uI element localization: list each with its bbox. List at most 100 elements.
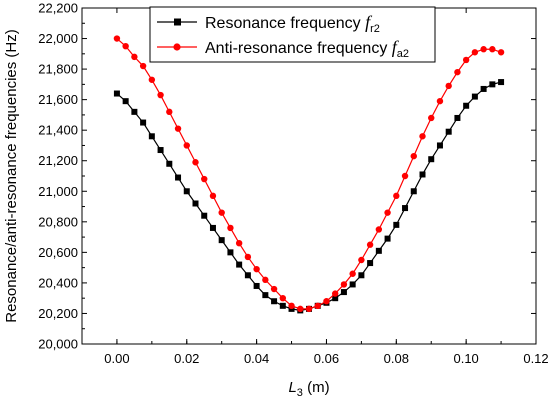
series-2-point (366, 241, 374, 248)
series-2-point (122, 42, 129, 50)
x-tick-label: 0.00 (104, 351, 129, 366)
legend-box (149, 6, 436, 63)
series-2-point (139, 62, 147, 70)
series-1-point (454, 114, 461, 121)
x-tick-label: 0.06 (314, 351, 339, 366)
series-1-point (227, 249, 234, 256)
series-2-point (262, 276, 269, 284)
series-2-point (113, 35, 121, 42)
series-1-point (183, 188, 190, 195)
series-2-point (305, 305, 313, 313)
legend-label-symbol: f (365, 12, 373, 32)
series-1-point (393, 221, 400, 228)
x-axis-label-var: L (288, 379, 296, 396)
series-1-point (489, 81, 496, 88)
series-1-point (428, 156, 435, 163)
series-1-point (113, 90, 120, 97)
series-2-point (166, 108, 173, 116)
series-2-point (445, 82, 452, 90)
series-line-1 (116, 81, 502, 312)
series-2-point (297, 305, 304, 313)
y-tick-label: 21,400 (38, 123, 78, 138)
series-1-point (192, 200, 199, 207)
series-1-point (279, 302, 286, 309)
series-1-point (253, 282, 260, 289)
y-tick-label: 20,200 (38, 306, 78, 321)
series-2-point (462, 56, 470, 64)
series-2-point (314, 302, 321, 310)
y-tick-label: 21,800 (38, 62, 78, 77)
x-tick-label: 0.02 (174, 351, 199, 366)
y-tick-label: 22,000 (38, 31, 78, 46)
series-1-point (201, 212, 208, 219)
series-2-point (244, 253, 252, 261)
legend-label-1: Resonance frequency fr2 (205, 12, 380, 35)
series-1-point (436, 142, 443, 149)
series-1-point (349, 281, 356, 288)
series-2-point (227, 224, 234, 232)
x-tick-label: 0.04 (244, 351, 269, 366)
series-line-2 (116, 38, 502, 310)
series-2-point (288, 302, 295, 310)
legend-label-subscript: r2 (370, 23, 380, 35)
series-2-point (331, 290, 339, 297)
y-tick-label: 21,000 (38, 184, 78, 199)
legend-marker-2 (173, 43, 181, 51)
series-2-point (393, 192, 400, 200)
series-1-point (445, 128, 452, 135)
series-2-point (192, 159, 199, 166)
legend-label-text: Anti-resonance frequency (205, 40, 392, 57)
legend-label-2: Anti-resonance frequency fa2 (205, 37, 409, 60)
series-1-point (236, 261, 243, 268)
series-1-point (367, 260, 374, 267)
series-2-point (489, 46, 496, 53)
series-1-point (140, 119, 147, 126)
series-1-point (358, 272, 365, 279)
legend-marker-1 (174, 18, 181, 26)
legend-label-text: Resonance frequency (205, 15, 365, 32)
series-1-point (340, 289, 347, 296)
series-2-point (340, 281, 348, 288)
series-2-point (401, 172, 409, 180)
series-1-point (402, 205, 409, 212)
x-axis-label-unit: (m) (303, 379, 330, 396)
series-1-point (419, 171, 426, 178)
series-2-point (497, 49, 505, 56)
series-2-point (235, 240, 243, 247)
series-2-point (428, 114, 435, 122)
series-1-point (175, 174, 182, 181)
series-2-point (375, 226, 383, 233)
series-2-point (471, 49, 479, 56)
y-axis-label: Resonance/anti-resonance frequencies (Hz… (3, 29, 20, 323)
y-tick-label: 20,000 (38, 337, 78, 352)
x-tick-label: 0.10 (453, 351, 478, 366)
series-1-point (131, 108, 138, 115)
series-1-point (166, 160, 173, 167)
series-2-point (454, 68, 461, 76)
y-tick-label: 20,800 (38, 214, 78, 229)
legend-label-symbol: f (392, 37, 400, 57)
series-1-point (122, 98, 129, 105)
y-tick-label: 21,200 (38, 153, 78, 168)
series-1-point (498, 79, 505, 86)
series-1-point (332, 295, 339, 302)
x-axis-label: L3 (m) (288, 379, 329, 399)
series-2-point (253, 265, 260, 273)
series-2-point (279, 294, 287, 302)
series-2-point (419, 133, 426, 140)
series-1-point (244, 272, 251, 279)
series-2-point (174, 125, 182, 132)
y-tick-label: 21,600 (38, 92, 78, 107)
x-tick-label: 0.12 (523, 351, 548, 366)
series-2-point (201, 175, 208, 183)
series-2-point (358, 256, 365, 264)
series-2-point (323, 298, 330, 305)
series-1-point (375, 247, 382, 254)
series-2-point (410, 152, 417, 160)
series-1-point (471, 93, 478, 100)
series-2-point (148, 76, 156, 83)
series-1-point (209, 224, 216, 231)
series-2-point (183, 142, 190, 149)
series-1-point (463, 102, 470, 109)
